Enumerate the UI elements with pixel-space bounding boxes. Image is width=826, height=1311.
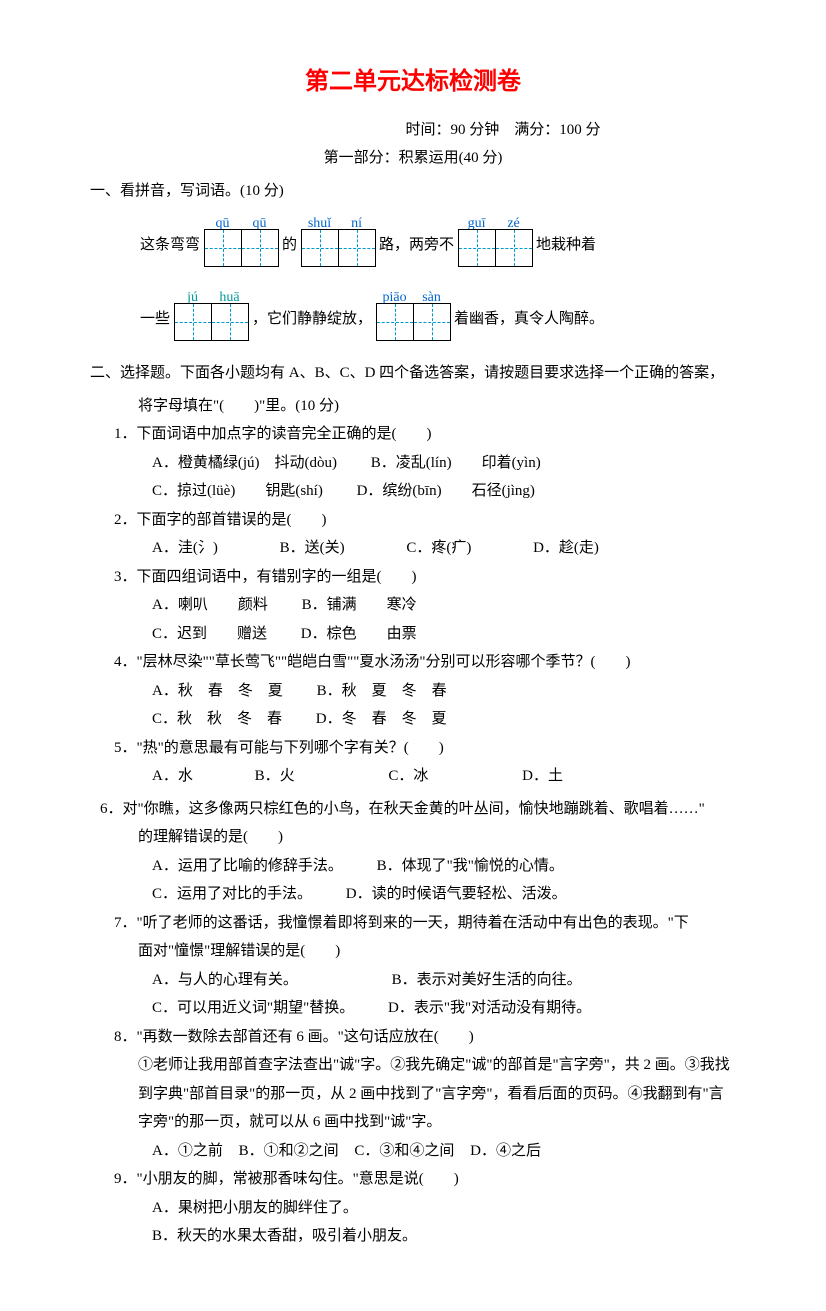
pinyin: huā	[219, 285, 239, 303]
char-box[interactable]	[174, 303, 212, 341]
option-b[interactable]: B．①和②之间	[239, 1137, 339, 1166]
option-a[interactable]: A．运用了比喻的修辞手法。	[152, 852, 343, 881]
option-b[interactable]: B．火	[255, 762, 295, 791]
pinyin: guī	[468, 211, 486, 229]
question-7-cont: 面对"憧憬"理解错误的是( )	[138, 937, 736, 966]
fill-row-2: 一些 jú huā ，它们静静绽放， piāo sàn 着幽香，真令人陶醉。	[140, 285, 736, 341]
fill-row-1: 这条弯弯 qū qū 的 shuǐ ní 路，两旁不 guī zé 地栽种着	[140, 211, 736, 267]
q3-options-row1: A．喇叭 颜料 B．铺满 寒冷	[152, 591, 736, 620]
option-a[interactable]: A．喇叭 颜料	[152, 591, 268, 620]
meta-info: 时间：90 分钟 满分：100 分	[270, 116, 736, 145]
char-box[interactable]	[376, 303, 414, 341]
option-d[interactable]: D．缤纷(bīn) 石径(jìng)	[357, 477, 535, 506]
option-c[interactable]: C．冰	[388, 762, 428, 791]
option-d[interactable]: D．土	[522, 762, 563, 791]
option-b[interactable]: B．凌乱(lín) 印着(yìn)	[371, 449, 541, 478]
option-c[interactable]: C．疼(疒)	[406, 534, 471, 563]
option-a[interactable]: A．水	[152, 762, 193, 791]
option-a[interactable]: A．与人的心理有关。	[152, 966, 298, 995]
char-box[interactable]	[211, 303, 249, 341]
q2-options: A．洼(氵) B．送(关) C．疼(疒) D．趁(走)	[152, 534, 736, 563]
section-1-header: 一、看拼音，写词语。(10 分)	[90, 177, 736, 206]
q7-options-row2: C．可以用近义词"期望"替换。 D．表示"我"对活动没有期待。	[152, 994, 736, 1023]
option-d[interactable]: D．冬 春 冬 夏	[316, 705, 447, 734]
option-a[interactable]: A．秋 春 冬 夏	[152, 677, 283, 706]
option-c[interactable]: C．秋 秋 冬 春	[152, 705, 282, 734]
option-c[interactable]: C．运用了对比的手法。	[152, 880, 312, 909]
option-b[interactable]: B．体现了"我"愉悦的心情。	[377, 852, 564, 881]
char-box[interactable]	[338, 229, 376, 267]
option-d[interactable]: D．表示"我"对活动没有期待。	[388, 994, 591, 1023]
char-box[interactable]	[241, 229, 279, 267]
option-c[interactable]: C．掠过(lüè) 钥匙(shí)	[152, 477, 323, 506]
question-6-cont: 的理解错误的是( )	[138, 823, 736, 852]
q7-options-row1: A．与人的心理有关。 B．表示对美好生活的向往。	[152, 966, 736, 995]
question-9: 9．"小朋友的脚，常被那香味勾住。"意思是说( )	[114, 1165, 736, 1194]
page-title: 第二单元达标检测卷	[90, 60, 736, 106]
question-6: 6．对"你瞧，这多像两只棕红色的小鸟，在秋天金黄的叶丛间，愉快地蹦跳着、歌唱着……	[100, 795, 736, 824]
option-c[interactable]: C．迟到 赠送	[152, 620, 267, 649]
option-c[interactable]: C．可以用近义词"期望"替换。	[152, 994, 354, 1023]
question-8-para: ①老师让我用部首查字法查出"诚"字。②我先确定"诚"的部首是"言字旁"，共 2 …	[138, 1051, 736, 1137]
text-segment: 着幽香，真令人陶醉。	[454, 305, 604, 342]
option-d[interactable]: D．读的时候语气要轻松、活泼。	[346, 880, 567, 909]
part-label: 第一部分：积累运用(40 分)	[90, 144, 736, 173]
pinyin: qū	[216, 211, 230, 229]
text-segment: 的	[282, 231, 297, 268]
option-a[interactable]: A．①之前	[152, 1137, 223, 1166]
q4-options-row1: A．秋 春 冬 夏 B．秋 夏 冬 春	[152, 677, 736, 706]
pinyin: qū	[253, 211, 267, 229]
pinyin: piāo	[382, 285, 406, 303]
q3-options-row2: C．迟到 赠送 D．棕色 由票	[152, 620, 736, 649]
question-1: 1．下面词语中加点字的读音完全正确的是( )	[114, 420, 736, 449]
char-box[interactable]	[301, 229, 339, 267]
q9-option-b[interactable]: B．秋天的水果太香甜，吸引着小朋友。	[152, 1222, 736, 1251]
section-2-header-2: 将字母填在"( )"里。(10 分)	[138, 392, 736, 421]
pinyin: sàn	[422, 285, 441, 303]
q1-options-row2: C．掠过(lüè) 钥匙(shí) D．缤纷(bīn) 石径(jìng)	[152, 477, 736, 506]
char-box[interactable]	[495, 229, 533, 267]
option-b[interactable]: B．送(关)	[280, 534, 345, 563]
q9-option-a[interactable]: A．果树把小朋友的脚绊住了。	[152, 1194, 736, 1223]
question-8: 8．"再数一数除去部首还有 6 画。"这句话应放在( )	[114, 1023, 736, 1052]
option-d[interactable]: D．④之后	[470, 1137, 541, 1166]
option-a[interactable]: A．橙黄橘绿(jú) 抖动(dòu)	[152, 449, 337, 478]
question-5: 5．"热"的意思最有可能与下列哪个字有关？( )	[114, 734, 736, 763]
pinyin: jú	[187, 285, 198, 303]
pinyin: ní	[351, 211, 362, 229]
q8-options: A．①之前 B．①和②之间 C．③和④之间 D．④之后	[152, 1137, 736, 1166]
char-box[interactable]	[413, 303, 451, 341]
text-segment: 地栽种着	[536, 231, 596, 268]
option-b[interactable]: B．秋 夏 冬 春	[317, 677, 447, 706]
option-d[interactable]: D．棕色 由票	[301, 620, 417, 649]
text-segment: ，它们静静绽放，	[252, 305, 372, 342]
q5-options: A．水 B．火 C．冰 D．土	[152, 762, 736, 791]
text-segment: 路，两旁不	[379, 231, 454, 268]
text-segment: 这条弯弯	[140, 231, 200, 268]
section-2-header: 二、选择题。下面各小题均有 A、B、C、D 四个备选答案，请按题目要求选择一个正…	[90, 359, 736, 388]
option-d[interactable]: D．趁(走)	[533, 534, 599, 563]
option-b[interactable]: B．铺满 寒冷	[302, 591, 417, 620]
option-c[interactable]: C．③和④之间	[354, 1137, 454, 1166]
question-3: 3．下面四组词语中，有错别字的一组是( )	[114, 563, 736, 592]
text-segment: 一些	[140, 305, 170, 342]
pinyin: zé	[507, 211, 519, 229]
q6-options-row2: C．运用了对比的手法。 D．读的时候语气要轻松、活泼。	[152, 880, 736, 909]
question-2: 2．下面字的部首错误的是( )	[114, 506, 736, 535]
pinyin: shuǐ	[308, 211, 331, 229]
option-a[interactable]: A．洼(氵)	[152, 534, 218, 563]
char-box[interactable]	[204, 229, 242, 267]
q4-options-row2: C．秋 秋 冬 春 D．冬 春 冬 夏	[152, 705, 736, 734]
question-7: 7．"听了老师的这番话，我憧憬着即将到来的一天，期待着在活动中有出色的表现。"下	[114, 909, 736, 938]
q6-options-row1: A．运用了比喻的修辞手法。 B．体现了"我"愉悦的心情。	[152, 852, 736, 881]
option-b[interactable]: B．表示对美好生活的向往。	[392, 966, 582, 995]
q1-options-row1: A．橙黄橘绿(jú) 抖动(dòu) B．凌乱(lín) 印着(yìn)	[152, 449, 736, 478]
question-4: 4．"层林尽染""草长莺飞""皑皑白雪""夏水汤汤"分别可以形容哪个季节？( )	[114, 648, 736, 677]
char-box[interactable]	[458, 229, 496, 267]
